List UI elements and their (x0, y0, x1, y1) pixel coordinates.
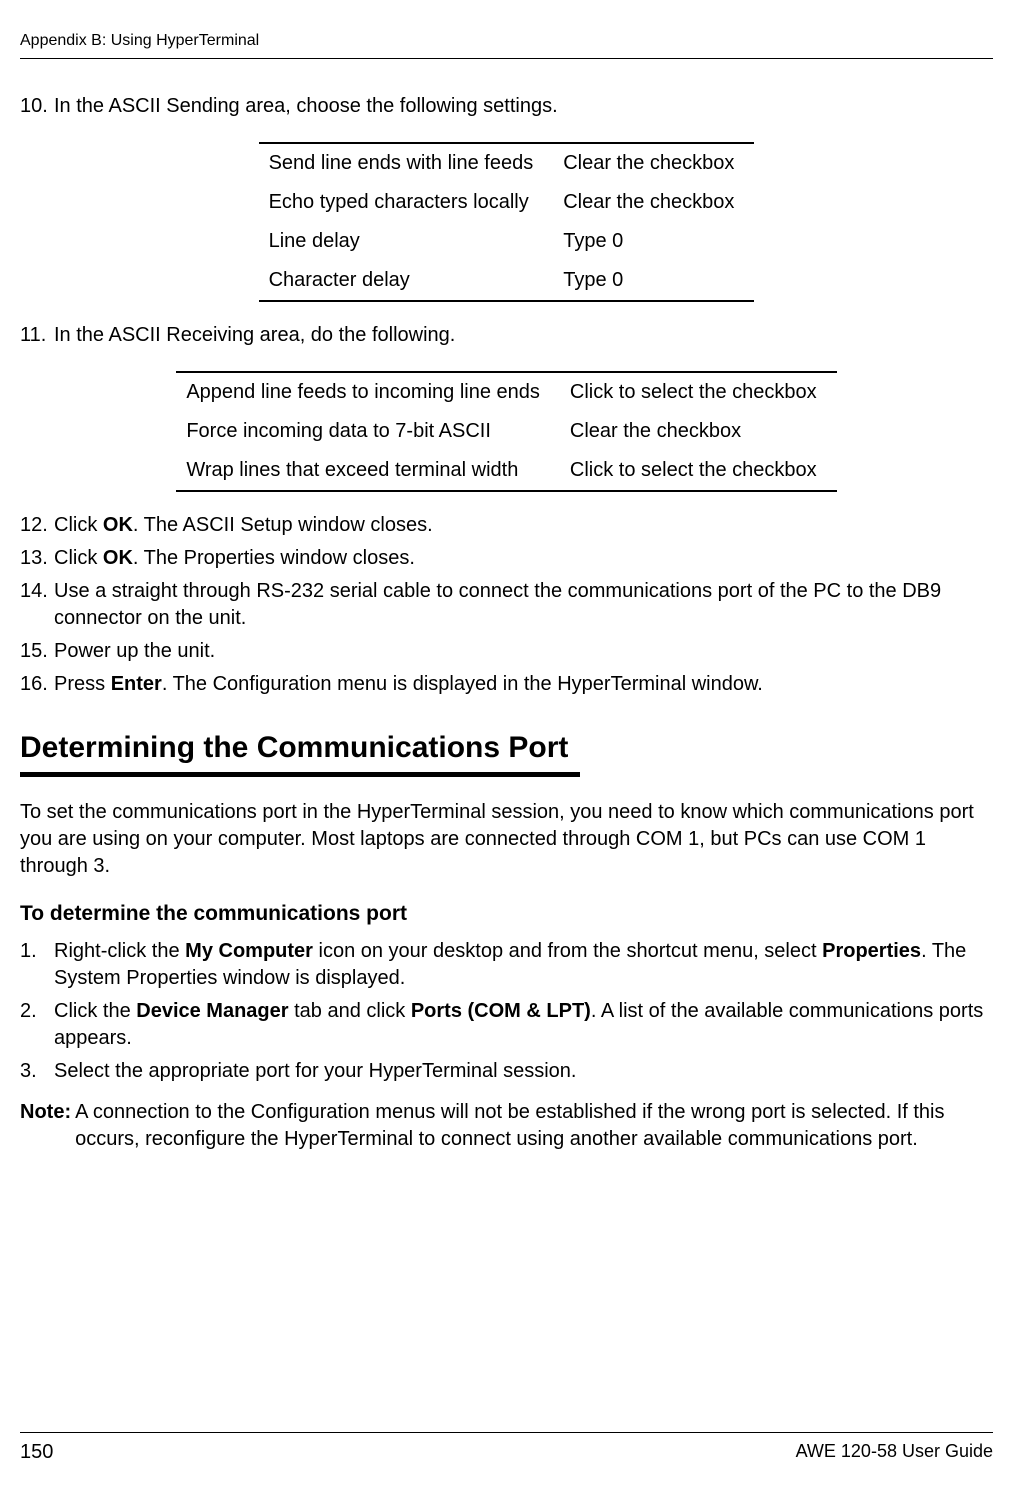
steps-list-c: 12. Click OK. The ASCII Setup window clo… (20, 512, 993, 698)
running-header: Appendix B: Using HyperTerminal (20, 30, 993, 52)
table-cell: Wrap lines that exceed terminal width (176, 451, 560, 491)
step-number: 10. (20, 93, 54, 120)
note-body: A connection to the Configuration menus … (71, 1099, 993, 1153)
step-text: In the ASCII Receiving area, do the foll… (54, 322, 993, 349)
step-text: Right-click the My Computer icon on your… (54, 938, 993, 992)
list-item: 16. Press Enter. The Configuration menu … (20, 671, 993, 698)
steps-list-b: 11. In the ASCII Receiving area, do the … (20, 322, 993, 349)
steps-list-a: 10. In the ASCII Sending area, choose th… (20, 93, 993, 120)
step-number: 3. (20, 1058, 54, 1085)
table-row: Append line feeds to incoming line ends … (176, 372, 836, 412)
page-content: Appendix B: Using HyperTerminal 10. In t… (0, 0, 1013, 1153)
step-number: 2. (20, 998, 54, 1052)
step-text: Click OK. The Properties window closes. (54, 545, 993, 572)
text-run: Click (54, 514, 103, 536)
list-item: 12. Click OK. The ASCII Setup window clo… (20, 512, 993, 539)
table-row: Wrap lines that exceed terminal width Cl… (176, 451, 836, 491)
table-row: Line delay Type 0 (259, 222, 755, 261)
text-run: Right-click the (54, 940, 185, 962)
text-run: icon on your desktop and from the shortc… (313, 940, 822, 962)
text-run: . The Configuration menu is displayed in… (162, 673, 763, 695)
bold-text: My Computer (185, 940, 313, 962)
table-cell: Click to select the checkbox (560, 451, 837, 491)
list-item: 3. Select the appropriate port for your … (20, 1058, 993, 1085)
footer-rule (20, 1432, 993, 1433)
bold-text: OK (103, 514, 133, 536)
table-cell: Append line feeds to incoming line ends (176, 372, 560, 412)
list-item: 13. Click OK. The Properties window clos… (20, 545, 993, 572)
step-number: 11. (20, 322, 54, 349)
ascii-receiving-table: Append line feeds to incoming line ends … (176, 371, 836, 492)
step-number: 16. (20, 671, 54, 698)
step-text: Select the appropriate port for your Hyp… (54, 1058, 993, 1085)
table-row: Force incoming data to 7-bit ASCII Clear… (176, 412, 836, 451)
text-run: Click (54, 547, 103, 569)
page-number: 150 (20, 1439, 53, 1466)
table-row: Character delay Type 0 (259, 261, 755, 301)
bold-text: Enter (111, 673, 162, 695)
text-run: Press (54, 673, 111, 695)
step-text: Click OK. The ASCII Setup window closes. (54, 512, 993, 539)
table-cell: Type 0 (553, 222, 754, 261)
intro-paragraph: To set the communications port in the Hy… (20, 799, 993, 880)
step-number: 12. (20, 512, 54, 539)
text-run: . The ASCII Setup window closes. (133, 514, 433, 536)
table-cell: Force incoming data to 7-bit ASCII (176, 412, 560, 451)
step-text: Press Enter. The Configuration menu is d… (54, 671, 993, 698)
table-cell: Line delay (259, 222, 554, 261)
guide-title: AWE 120-58 User Guide (796, 1439, 993, 1466)
step-number: 1. (20, 938, 54, 992)
header-rule (20, 58, 993, 59)
step-number: 14. (20, 578, 54, 632)
step-text: Click the Device Manager tab and click P… (54, 998, 993, 1052)
page-footer: 150 AWE 120-58 User Guide (20, 1432, 993, 1466)
table-cell: Click to select the checkbox (560, 372, 837, 412)
table-cell: Clear the checkbox (560, 412, 837, 451)
table-cell: Character delay (259, 261, 554, 301)
table-cell: Echo typed characters locally (259, 183, 554, 222)
list-item: 10. In the ASCII Sending area, choose th… (20, 93, 993, 120)
table-row: Send line ends with line feeds Clear the… (259, 143, 755, 183)
text-run: tab and click (289, 1000, 411, 1022)
note-block: Note: A connection to the Configuration … (20, 1099, 993, 1153)
list-item: 11. In the ASCII Receiving area, do the … (20, 322, 993, 349)
step-number: 15. (20, 638, 54, 665)
bold-text: Properties (822, 940, 921, 962)
bold-text: OK (103, 547, 133, 569)
table-row: Echo typed characters locally Clear the … (259, 183, 755, 222)
table-cell: Send line ends with line feeds (259, 143, 554, 183)
list-item: 1. Right-click the My Computer icon on y… (20, 938, 993, 992)
text-run: . The Properties window closes. (133, 547, 415, 569)
footer-row: 150 AWE 120-58 User Guide (20, 1439, 993, 1466)
list-item: 14. Use a straight through RS-232 serial… (20, 578, 993, 632)
list-item: 2. Click the Device Manager tab and clic… (20, 998, 993, 1052)
ascii-sending-table: Send line ends with line feeds Clear the… (259, 142, 755, 302)
step-number: 13. (20, 545, 54, 572)
step-text: Power up the unit. (54, 638, 993, 665)
list-item: 15. Power up the unit. (20, 638, 993, 665)
sub-steps-list: 1. Right-click the My Computer icon on y… (20, 938, 993, 1085)
table-wrap-2: Append line feeds to incoming line ends … (20, 355, 993, 512)
bold-text: Ports (COM & LPT) (411, 1000, 591, 1022)
table-cell: Clear the checkbox (553, 183, 754, 222)
table-wrap-1: Send line ends with line feeds Clear the… (20, 126, 993, 322)
note-label: Note: (20, 1099, 71, 1153)
bold-text: Device Manager (136, 1000, 288, 1022)
text-run: Click the (54, 1000, 136, 1022)
step-text: Use a straight through RS-232 serial cab… (54, 578, 993, 632)
step-text: In the ASCII Sending area, choose the fo… (54, 93, 993, 120)
section-heading: Determining the Communications Port (20, 728, 993, 769)
table-cell: Type 0 (553, 261, 754, 301)
section-rule (20, 772, 580, 777)
sub-heading: To determine the communications port (20, 900, 993, 928)
table-cell: Clear the checkbox (553, 143, 754, 183)
